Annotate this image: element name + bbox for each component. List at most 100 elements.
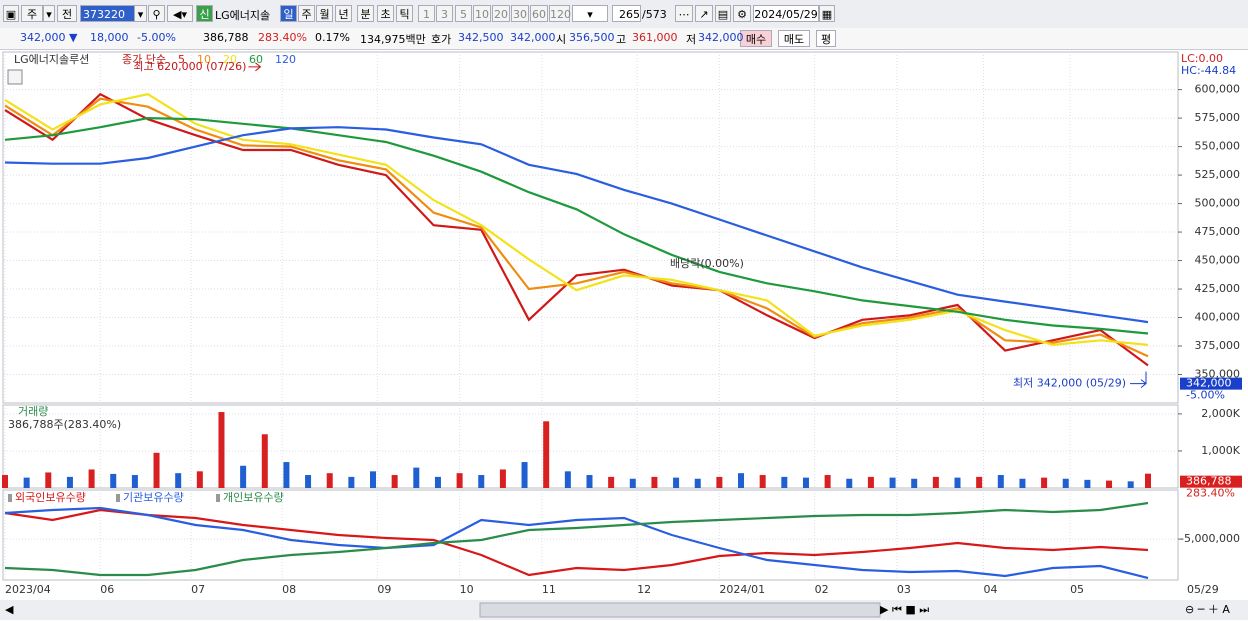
scroll-left[interactable]: ◀ bbox=[5, 603, 14, 616]
scroll-thumb[interactable] bbox=[479, 602, 881, 618]
avg[interactable]: 평 bbox=[816, 30, 836, 47]
volume-bar bbox=[348, 476, 355, 488]
x-tick-label: 10 bbox=[460, 583, 474, 596]
y-tick-label: 1,000K bbox=[1201, 444, 1240, 457]
interval-button[interactable]: 5 bbox=[455, 5, 472, 22]
period-button[interactable]: 틱 bbox=[396, 5, 413, 22]
period-button[interactable]: 년 bbox=[335, 5, 352, 22]
save[interactable]: ▤ bbox=[715, 5, 731, 22]
total: /573 bbox=[642, 8, 667, 21]
volume-bar bbox=[976, 476, 983, 488]
volume-bar bbox=[153, 452, 160, 488]
legend-entry: 개인보유수량 bbox=[223, 491, 284, 504]
volume-bar bbox=[326, 473, 333, 488]
quote-item: 342,000 bbox=[510, 31, 556, 44]
low-arrow bbox=[1130, 371, 1147, 389]
period-button[interactable]: 주 bbox=[298, 5, 315, 22]
volume-bar bbox=[911, 478, 918, 488]
series-line bbox=[4, 501, 1149, 577]
chart-title: LG에너지솔루션 bbox=[14, 53, 89, 66]
legend-swatch bbox=[116, 494, 120, 502]
interval-button[interactable]: 20 bbox=[492, 5, 510, 22]
zoom-buttons[interactable]: ⊖ ─ ＋ A bbox=[1185, 603, 1230, 616]
quote-item: 386,788 bbox=[203, 31, 249, 44]
sell[interactable]: 매도 bbox=[778, 30, 810, 47]
volume-bar bbox=[434, 476, 441, 488]
volume-bar bbox=[1062, 478, 1069, 488]
quote-item: 호가 bbox=[431, 33, 452, 46]
settings[interactable]: ⚙ bbox=[733, 5, 751, 22]
volume-bar bbox=[131, 475, 138, 488]
y-tick-label: 400,000 bbox=[1195, 311, 1241, 324]
code-input[interactable]: 373220 bbox=[80, 5, 135, 22]
volume-bar bbox=[305, 475, 312, 488]
volume-title: 거래량 bbox=[18, 405, 48, 418]
dividend-label: 배당락(0.00%) bbox=[670, 257, 744, 270]
legend-entry: 120 bbox=[275, 53, 296, 66]
legend-entry: 기관보유수량 bbox=[123, 491, 184, 504]
date-input[interactable]: 2024/05/29 bbox=[753, 5, 819, 22]
x-tick-label: 09 bbox=[377, 583, 391, 596]
volume-bar bbox=[196, 471, 203, 488]
volume-bar bbox=[413, 467, 420, 488]
search[interactable]: ⚲ bbox=[148, 5, 165, 22]
interval-button[interactable]: 120 bbox=[549, 5, 571, 22]
interval-button[interactable]: 30 bbox=[511, 5, 529, 22]
quote-item: 342,000 bbox=[698, 31, 744, 44]
tool[interactable]: ⋯ bbox=[675, 5, 693, 22]
volume-bar bbox=[694, 478, 701, 488]
volume-bar bbox=[716, 476, 723, 488]
calendar[interactable]: ▦ bbox=[819, 5, 835, 22]
interval-button[interactable]: 60 bbox=[530, 5, 548, 22]
quote-item: 134,975백만 bbox=[360, 33, 426, 46]
volume-bar bbox=[240, 465, 247, 488]
new-badge[interactable]: 신 bbox=[196, 5, 213, 22]
period-button[interactable]: 초 bbox=[377, 5, 394, 22]
volume-bar bbox=[499, 469, 506, 488]
count[interactable]: 265 bbox=[612, 5, 641, 22]
legend-entry: 외국인보유수량 bbox=[15, 491, 86, 504]
period-button[interactable]: 분 bbox=[357, 5, 374, 22]
volume-bar bbox=[1041, 477, 1048, 488]
volume-bar bbox=[629, 478, 636, 488]
y-tick-label: 550,000 bbox=[1195, 140, 1241, 153]
nav-buttons[interactable]: ▶ ⏮ ■ ⏭ bbox=[880, 603, 929, 616]
x-tick-label: 02 bbox=[815, 583, 829, 596]
legend-entry: 20 bbox=[223, 53, 237, 66]
volume-bar bbox=[781, 476, 788, 488]
volume-bar bbox=[586, 475, 593, 488]
y-tick-label: 2,000K bbox=[1201, 407, 1240, 420]
mode[interactable]: 주 bbox=[21, 5, 43, 22]
menu-icon[interactable]: ▣ bbox=[3, 5, 19, 22]
sound[interactable]: ◀▾ bbox=[167, 5, 193, 22]
dropdown[interactable]: ▾ bbox=[43, 5, 55, 22]
series-line bbox=[4, 508, 1149, 577]
period-button[interactable]: 일 bbox=[280, 5, 297, 22]
buy[interactable]: 매수 bbox=[740, 30, 772, 47]
quote-bar: 매수 매도 평 342,000 ▼ 18,000 -5.00% 386,788 283.… bbox=[0, 28, 1248, 50]
volume-bar bbox=[1127, 481, 1134, 488]
dropdown[interactable]: ▾ bbox=[134, 5, 147, 22]
grid-icon[interactable] bbox=[7, 69, 23, 85]
high-arrow bbox=[248, 62, 262, 72]
interval-button[interactable]: 3 bbox=[436, 5, 453, 22]
toolbar: ▣ 주 ▾ 전 373220 ▾ ⚲ ◀▾ 신 LG에너지솔 ▾ 265 /57… bbox=[0, 0, 1248, 29]
tool[interactable]: ↗ bbox=[695, 5, 713, 22]
volume-bar bbox=[45, 472, 52, 488]
legend-swatch bbox=[8, 494, 12, 502]
scope[interactable]: 전 bbox=[57, 5, 77, 22]
volume-bar bbox=[1145, 473, 1151, 488]
period-button[interactable]: 월 bbox=[316, 5, 333, 22]
volume-bar bbox=[673, 477, 680, 488]
quote-item: 361,000 bbox=[632, 31, 678, 44]
interval-button[interactable]: 10 bbox=[473, 5, 491, 22]
y-tick-label: 475,000 bbox=[1195, 225, 1241, 238]
x-tick-label: 07 bbox=[191, 583, 205, 596]
x-tick-label: 2023/04 bbox=[5, 583, 51, 596]
interval-button[interactable]: 1 bbox=[418, 5, 435, 22]
volume-bar bbox=[66, 476, 73, 488]
blank-select[interactable]: ▾ bbox=[572, 5, 608, 22]
quote-item: 저 bbox=[686, 33, 697, 46]
volume-bar bbox=[1106, 480, 1113, 488]
series-line bbox=[4, 116, 1149, 335]
